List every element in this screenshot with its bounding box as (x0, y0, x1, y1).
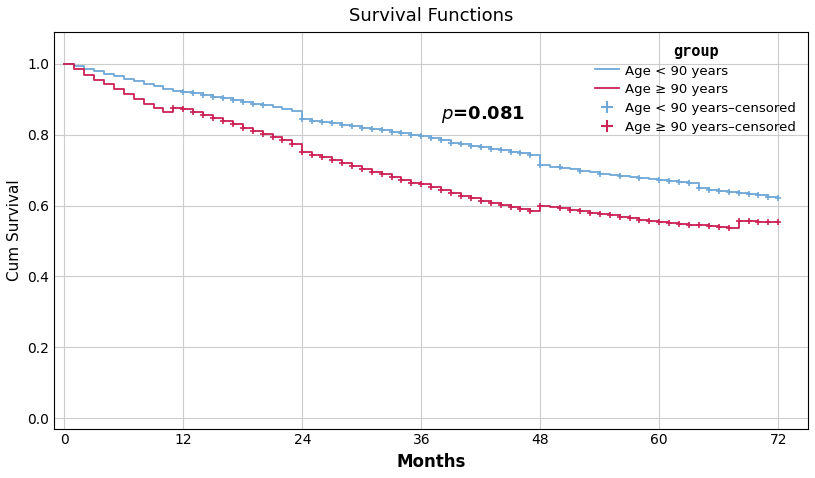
X-axis label: Months: Months (397, 453, 466, 471)
Title: Survival Functions: Survival Functions (349, 7, 513, 25)
Text: $\it{p}$=0.081: $\it{p}$=0.081 (441, 104, 526, 125)
Legend: Age < 90 years, Age ≥ 90 years, Age < 90 years–censored, Age ≥ 90 years–censored: Age < 90 years, Age ≥ 90 years, Age < 90… (590, 39, 801, 139)
Y-axis label: Cum Survival: Cum Survival (7, 180, 22, 281)
